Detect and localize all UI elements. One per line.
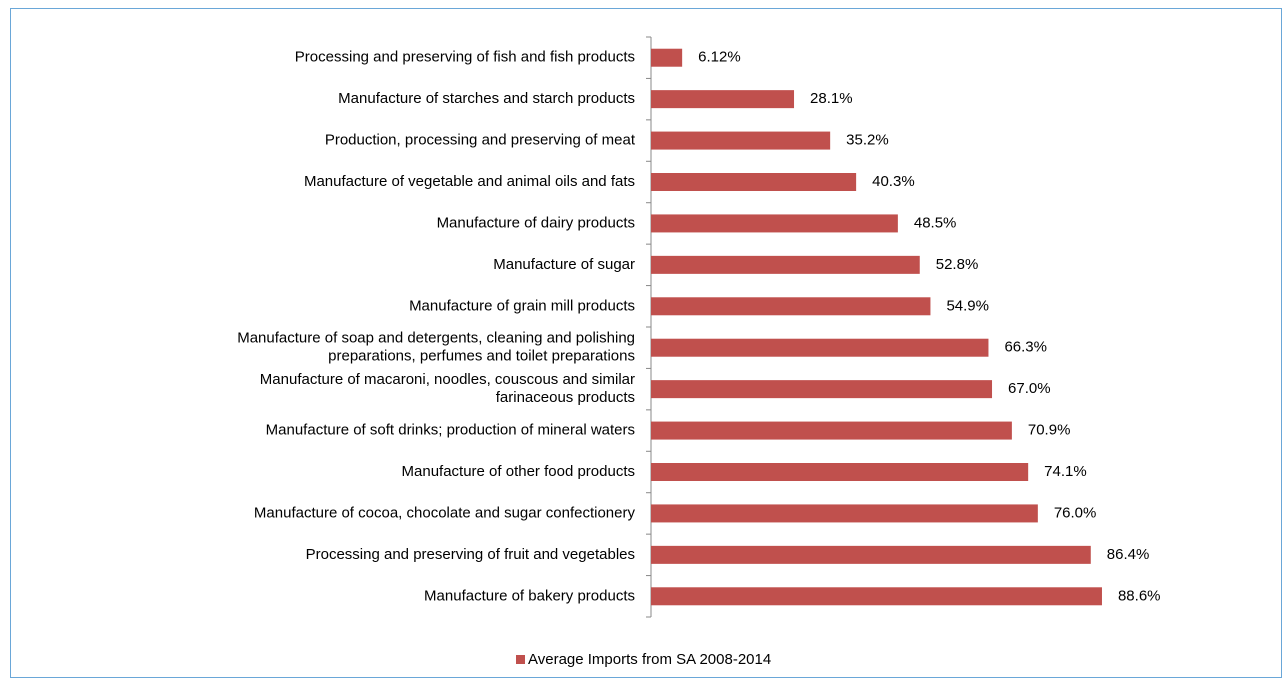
data-label: 52.8% (936, 256, 979, 273)
bar (651, 255, 920, 274)
y-tick-label: Manufacture of sugar (493, 256, 635, 273)
y-tick-label: Manufacture of macaroni, noodles, cousco… (260, 371, 635, 406)
y-tick-label-line: farinaceous products (496, 389, 635, 406)
bar (651, 90, 795, 109)
data-label: 28.1% (810, 90, 853, 107)
data-label: 40.3% (872, 173, 915, 190)
y-tick-label: Manufacture of other food products (402, 463, 635, 480)
data-label: 76.0% (1054, 504, 1097, 521)
bar (651, 48, 683, 67)
bar (651, 338, 989, 357)
data-label: 70.9% (1028, 422, 1071, 439)
y-tick-label: Manufacture of bakery products (424, 587, 635, 604)
chart-border (10, 8, 1282, 678)
bar (651, 131, 831, 150)
y-tick-label: Manufacture of vegetable and animal oils… (304, 173, 635, 190)
y-tick-label: Manufacture of soap and detergents, clea… (237, 330, 635, 365)
y-tick-label: Manufacture of grain mill products (409, 297, 635, 314)
data-label: 88.6% (1118, 587, 1161, 604)
bar (651, 173, 857, 191)
data-label: 6.12% (698, 49, 741, 66)
data-label: 74.1% (1044, 463, 1087, 480)
y-tick-label-line: Manufacture of soap and detergents, clea… (237, 330, 635, 347)
y-tick-label-line: Manufacture of macaroni, noodles, cousco… (260, 371, 635, 388)
data-label: 35.2% (846, 132, 889, 149)
bar (651, 504, 1038, 523)
data-label: 48.5% (914, 214, 957, 231)
bar (651, 380, 993, 399)
y-tick-label: Manufacture of cocoa, chocolate and suga… (254, 504, 636, 521)
y-tick-label: Manufacture of soft drinks; production o… (266, 422, 635, 439)
bar (651, 214, 898, 233)
data-label: 86.4% (1107, 546, 1150, 563)
bar (651, 421, 1012, 440)
legend-swatch (516, 655, 525, 664)
legend-label: Average Imports from SA 2008-2014 (528, 651, 771, 668)
data-label: 54.9% (946, 297, 989, 314)
y-tick-label: Processing and preserving of fruit and v… (306, 546, 635, 563)
data-label: 66.3% (1004, 339, 1047, 356)
y-tick-label: Manufacture of starches and starch produ… (338, 90, 635, 107)
y-tick-label: Manufacture of dairy products (437, 214, 635, 231)
bar (651, 297, 931, 316)
bar (651, 545, 1091, 564)
y-tick-label: Processing and preserving of fish and fi… (295, 49, 635, 66)
bar (651, 587, 1102, 606)
y-tick-label: Production, processing and preserving of… (325, 132, 636, 149)
bar (651, 463, 1029, 481)
y-tick-label-line: preparations, perfumes and toilet prepar… (328, 348, 635, 365)
data-label: 67.0% (1008, 380, 1051, 397)
